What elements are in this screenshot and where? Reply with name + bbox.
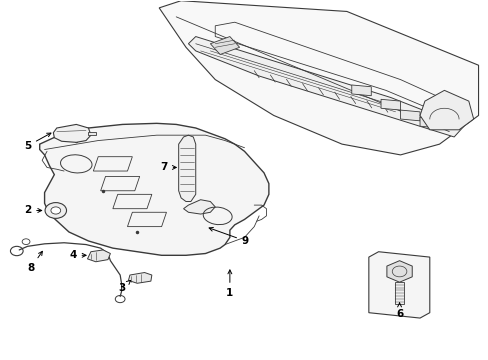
Text: 9: 9 [209, 228, 248, 246]
Polygon shape [159, 1, 478, 155]
Text: 5: 5 [24, 133, 51, 151]
Circle shape [51, 207, 61, 214]
Polygon shape [368, 252, 429, 318]
Text: 4: 4 [69, 250, 86, 260]
Polygon shape [88, 132, 96, 135]
Polygon shape [419, 117, 439, 128]
Text: 8: 8 [27, 251, 42, 273]
Polygon shape [87, 250, 110, 262]
Text: 2: 2 [24, 206, 41, 216]
Polygon shape [210, 37, 239, 54]
Text: 7: 7 [160, 162, 176, 172]
Polygon shape [400, 110, 419, 121]
Polygon shape [380, 99, 400, 110]
Polygon shape [53, 125, 91, 142]
Polygon shape [40, 123, 268, 255]
Polygon shape [394, 282, 404, 304]
Polygon shape [351, 85, 370, 96]
Polygon shape [188, 37, 463, 137]
Text: 6: 6 [395, 303, 403, 319]
Polygon shape [419, 90, 473, 130]
Polygon shape [386, 261, 411, 282]
Polygon shape [183, 200, 215, 214]
Circle shape [45, 203, 66, 219]
Text: 3: 3 [118, 280, 130, 293]
Text: 1: 1 [226, 270, 233, 298]
Polygon shape [178, 135, 195, 202]
Polygon shape [128, 273, 152, 283]
